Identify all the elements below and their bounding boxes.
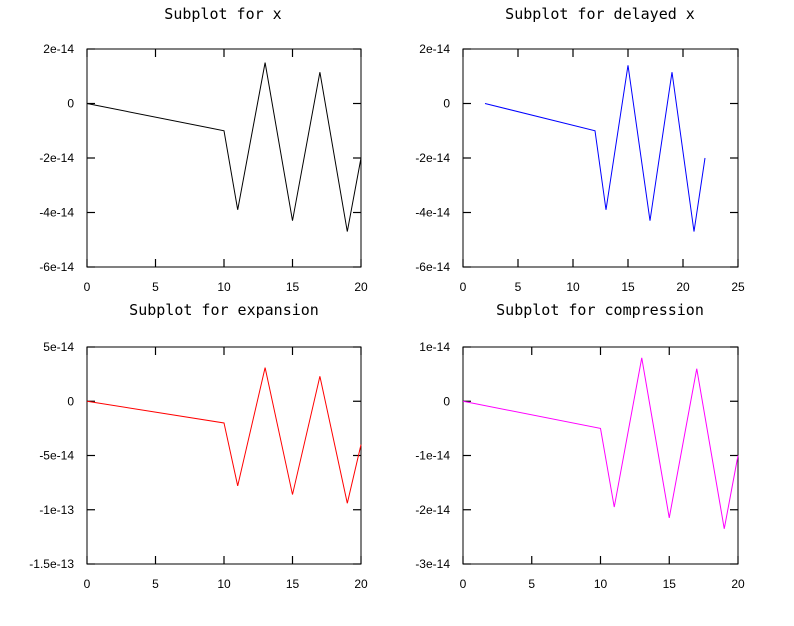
subplot-compression: Subplot for compression 0 5 10 15 20 1e-140-… — [415, 301, 745, 591]
x-tick-label: 15 — [663, 577, 677, 591]
y-tick-label: 1e-14 — [419, 340, 450, 354]
series-line-0 — [462, 357, 739, 529]
x-tick-label: 15 — [286, 577, 300, 591]
y-tick-label: -1e-13 — [39, 503, 74, 517]
x-tick-label: 5 — [152, 577, 159, 591]
y-tick-label: -6e-14 — [415, 260, 450, 274]
subplot-delayed-x: Subplot for delayed x 0 5 10 15 20 25 2e-140-… — [415, 5, 745, 294]
plot-frame — [86, 48, 362, 268]
y-tick-label: -6e-14 — [39, 260, 74, 274]
y-tick-label: 2e-14 — [419, 42, 450, 56]
plot-frame — [462, 48, 739, 268]
x-tick-label: 15 — [286, 280, 300, 294]
y-tick-label: 0 — [67, 97, 74, 111]
y-tick-label: -3e-14 — [415, 557, 450, 571]
subplot-title: Subplot for delayed x — [505, 5, 695, 23]
y-tick-label: 2e-14 — [43, 42, 74, 56]
y-tick-label: 0 — [443, 394, 450, 408]
y-tick-label: 5e-14 — [43, 340, 74, 354]
subplot-expansion: Subplot for expansion 0 5 10 15 20 5e-14 0 -5e… — [29, 301, 368, 591]
x-tick-label: 15 — [621, 280, 635, 294]
x-tick-label: 10 — [594, 577, 608, 591]
series-line-0 — [484, 65, 706, 232]
subplot-x: Subplot for x 0 5 10 15 20 2e-14 0 -2e-14 -4e-1… — [39, 5, 368, 294]
x-tick-label: 10 — [217, 577, 231, 591]
x-tick-label: 0 — [460, 577, 467, 591]
y-tick-label: -5e-14 — [39, 449, 74, 463]
y-tick-label: -2e-14 — [415, 503, 450, 517]
x-tick-label: 10 — [217, 280, 231, 294]
y-tick-label: -4e-14 — [415, 206, 450, 220]
x-tick-label: 5 — [528, 577, 535, 591]
x-tick-label: 5 — [515, 280, 522, 294]
y-tick-label: -1e-14 — [415, 449, 450, 463]
y-tick-label: -2e-14 — [39, 151, 74, 165]
series-line-0 — [86, 367, 362, 504]
x-tick-label: 0 — [84, 577, 91, 591]
plot-frame — [462, 346, 739, 565]
subplot-title: Subplot for expansion — [129, 301, 319, 319]
x-tick-label: 20 — [354, 280, 368, 294]
x-tick-label: 25 — [731, 280, 745, 294]
x-tick-label: 5 — [152, 280, 159, 294]
subplot-title: Subplot for compression — [496, 301, 704, 319]
x-tick-label: 20 — [731, 577, 745, 591]
x-tick-label: 20 — [676, 280, 690, 294]
series-line-0 — [86, 62, 362, 232]
x-tick-label: 20 — [354, 577, 368, 591]
y-tick-label: -1.5e-13 — [29, 557, 74, 571]
x-tick-label: 10 — [566, 280, 580, 294]
x-tick-label: 0 — [84, 280, 91, 294]
x-tick-label: 0 — [460, 280, 467, 294]
subplot-title: Subplot for x — [164, 5, 281, 23]
y-tick-label: -4e-14 — [39, 206, 74, 220]
plot-frame — [86, 346, 362, 565]
y-tick-label: -2e-14 — [415, 151, 450, 165]
y-tick-label: 0 — [67, 394, 74, 408]
y-tick-label: 0 — [443, 97, 450, 111]
